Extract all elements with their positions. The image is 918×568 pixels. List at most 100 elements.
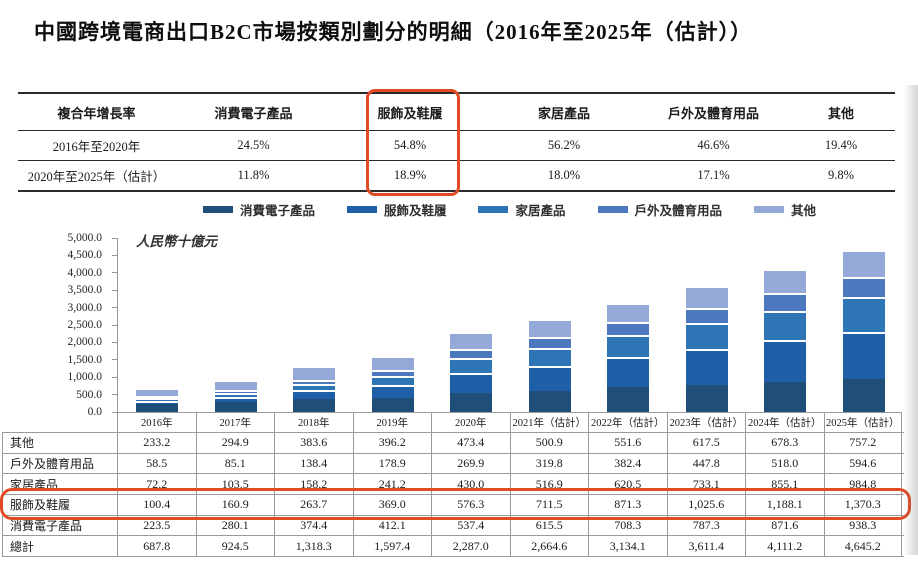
table-cell: 1,188.1 (745, 495, 824, 515)
y-tick-label: 4,000.0 (67, 266, 103, 279)
legend-label: 其他 (791, 203, 817, 218)
y-tick-mark (112, 272, 118, 274)
table-cell: 85.1 (195, 453, 275, 474)
table-cell: 263.7 (274, 495, 353, 515)
y-tick-mark (112, 324, 118, 326)
table-cell: 924.5 (195, 536, 275, 557)
year-header-cell: 2016年 (117, 411, 196, 433)
y-tick-label: 500.0 (76, 388, 102, 401)
bar-2023年（估計） (685, 286, 728, 412)
bar-segment (293, 389, 336, 399)
bar-segment (764, 340, 807, 382)
table-row-label: 戶外及體育用品 (2, 453, 117, 474)
table-cell: 294.9 (195, 433, 275, 453)
table-cell: 1,597.4 (352, 536, 432, 557)
table-cell: 500.9 (509, 433, 589, 453)
bar-2018年 (293, 366, 336, 412)
year-header-cell: 2019年 (352, 411, 431, 433)
plot-area (117, 238, 904, 412)
cagr-value-cell: 9.8% (827, 168, 855, 182)
legend-swatch (478, 205, 509, 213)
bar-segment (293, 366, 336, 380)
table-cell: 374.4 (274, 515, 353, 536)
bar-segment (607, 387, 650, 412)
bar-segment (685, 323, 728, 349)
bar-segment (214, 402, 257, 412)
y-axis: 5,000.0 4,500.0 4,000.0 3,500.0 3,000.0 2,500… (30, 230, 118, 422)
year-header-row: 2016年 2017年 2018年 2019年 2020年 2021年（估計） 2022年（… (2, 411, 904, 433)
bar-2017年 (214, 379, 257, 412)
page-title: 中國跨境電商出口B2C市場按類別劃分的明細（2016年至2025年（估計）） (34, 20, 753, 44)
table-cell: 855.1 (745, 474, 824, 495)
bar-segment (371, 356, 414, 371)
table-cell: 158.2 (274, 474, 353, 495)
table-cell: 383.6 (274, 433, 353, 453)
bar-segment (842, 297, 885, 332)
table-cell: 678.3 (745, 433, 824, 453)
table-cell: 1,370.3 (823, 495, 902, 515)
table-cell: 396.2 (352, 433, 432, 453)
year-header-cell: 2024年（估計） (745, 411, 824, 433)
table-row-label: 家居產品 (2, 474, 117, 495)
bar-segment (214, 396, 257, 403)
year-header-cell: 2017年 (195, 411, 274, 433)
table-cell: 871.6 (745, 515, 824, 536)
bar-segment (214, 393, 257, 397)
table-row: 服飾及鞋履 100.4 160.9 263.7 369.0 576.3 711.5 871.3… (2, 494, 904, 515)
table-cell: 103.5 (195, 474, 275, 495)
cagr-table: 複合年增長率 消費電子產品 服飾及鞋履 家居產品 戶外及體育用品 其他 2016年至2020… (18, 92, 895, 192)
bar-segment (450, 393, 493, 412)
y-tick-label: 4,500.0 (67, 249, 103, 262)
legend-swatch (202, 205, 233, 213)
table-cell: 733.1 (666, 474, 746, 495)
bar-segment (528, 390, 571, 412)
bar-segment (136, 398, 179, 401)
chart-legend: 消費電子產品 服飾及鞋履 家居產品 戶外及體育用品 其他 (117, 200, 902, 219)
table-cell: 3,134.1 (588, 536, 667, 557)
table-cell: 269.9 (431, 453, 510, 474)
y-tick-label: 3,500.0 (67, 284, 103, 297)
bar-segment (764, 268, 807, 293)
bar-2016年 (136, 388, 179, 412)
bar-segment (371, 397, 414, 412)
legend-item: 家居產品 (478, 200, 566, 219)
table-row: 消費電子產品 223.5 280.1 374.4 412.1 537.4 615.5 708.… (2, 514, 904, 536)
table-cell: 447.8 (666, 453, 746, 474)
y-tick-mark (112, 237, 118, 239)
bar-segment (293, 384, 336, 390)
table-cell: 687.8 (117, 536, 196, 557)
year-header-cell: 2018年 (274, 411, 353, 433)
bar-segment (842, 276, 885, 298)
legend-swatch (346, 205, 377, 213)
bar-segment (450, 358, 493, 374)
bar-segment (842, 331, 885, 380)
table-cell: 1,025.6 (666, 495, 746, 515)
y-tick-mark (112, 359, 118, 361)
table-cell: 4,645.2 (823, 536, 902, 557)
year-header-cell: 2022年（估計） (588, 411, 667, 433)
table-row-label: 其他 (2, 433, 117, 453)
cagr-value-cell: 18.9% (393, 168, 427, 182)
legend-item: 戶外及體育用品 (597, 200, 722, 219)
cagr-value-cell: 17.1% (697, 168, 730, 182)
year-header-cell: 2025年（估計） (823, 411, 902, 433)
table-cell: 280.1 (195, 515, 275, 536)
bar-2019年 (371, 356, 414, 412)
table-cell: 620.5 (588, 474, 667, 495)
cagr-value-cell: 46.6% (697, 138, 730, 152)
bar-segment (685, 384, 728, 412)
cagr-header-cell: 戶外及體育用品 (667, 105, 759, 121)
table-cell: 757.2 (823, 433, 902, 453)
table-cell: 382.4 (588, 453, 667, 474)
y-tick-mark (112, 289, 118, 291)
table-cell: 319.8 (509, 453, 589, 474)
y-tick-mark (112, 411, 118, 413)
table-cell: 617.5 (666, 433, 746, 453)
legend-swatch (597, 205, 628, 213)
table-cell: 138.4 (274, 453, 353, 474)
bar-segment (450, 373, 493, 394)
page-edge-shadow-gradient (903, 85, 918, 555)
table-cell: 938.3 (823, 515, 902, 536)
bar-segment (842, 379, 885, 412)
